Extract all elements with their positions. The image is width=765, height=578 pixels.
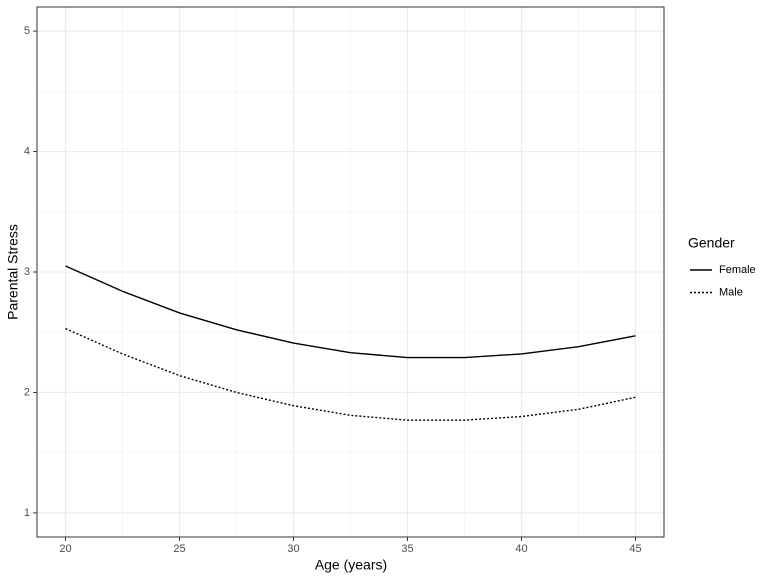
y-tick-label: 3 xyxy=(24,266,30,278)
y-tick-label: 5 xyxy=(24,25,30,37)
x-axis-title: Age (years) xyxy=(315,557,387,573)
line-series xyxy=(65,327,636,421)
x-tick-label: 30 xyxy=(287,543,299,555)
legend-title: Gender xyxy=(688,235,735,251)
x-tick-label: 25 xyxy=(173,543,185,555)
y-axis-title: Parental Stress xyxy=(5,224,21,320)
x-tick-label: 40 xyxy=(515,543,527,555)
x-tick-label: 45 xyxy=(629,543,641,555)
y-tick-label: 4 xyxy=(24,145,30,157)
legend-label: Female xyxy=(719,264,756,276)
y-tick-label: 1 xyxy=(24,507,30,519)
legend-label: Male xyxy=(719,286,743,298)
x-tick-label: 35 xyxy=(401,543,413,555)
y-tick-label: 2 xyxy=(24,386,30,398)
x-tick-label: 20 xyxy=(59,543,71,555)
panel-border xyxy=(36,6,665,538)
line-series xyxy=(65,265,636,359)
